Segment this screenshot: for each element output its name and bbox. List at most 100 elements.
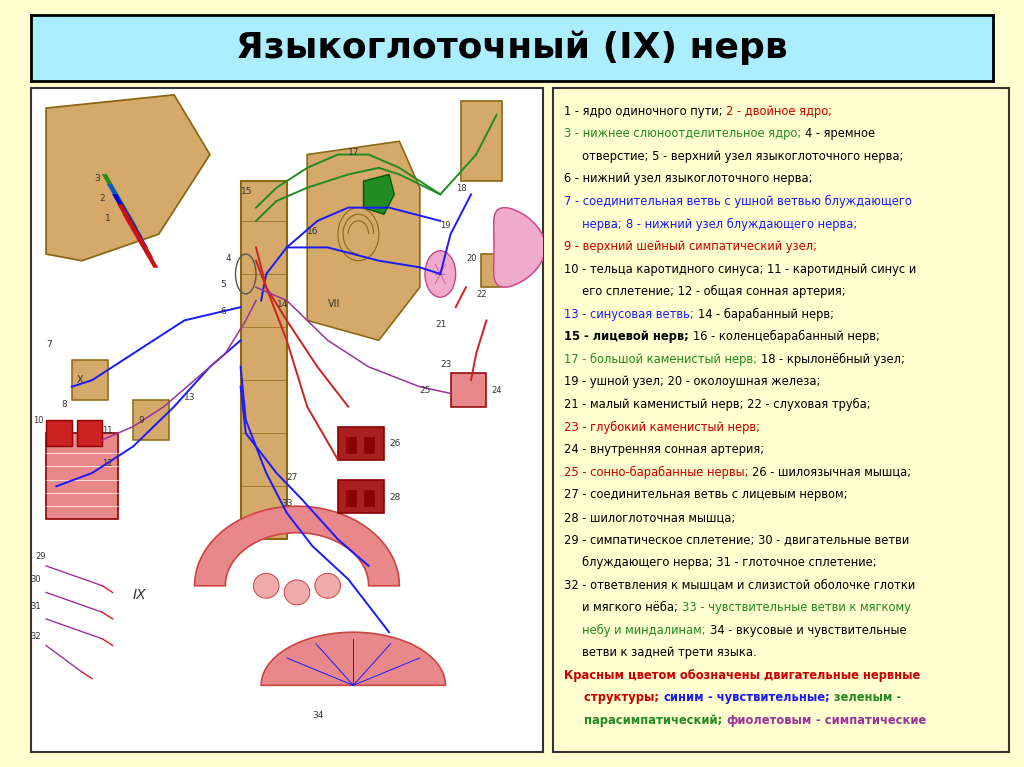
Text: 14 - барабанный нерв;: 14 - барабанный нерв;: [697, 308, 834, 321]
Text: 13 - синусовая ветвь;: 13 - синусовая ветвь;: [564, 308, 697, 321]
Text: 7: 7: [46, 340, 52, 349]
Polygon shape: [241, 181, 287, 539]
Ellipse shape: [314, 574, 340, 598]
Text: 34: 34: [312, 712, 324, 720]
Text: Языкоглоточный (IX) нерв: Языкоглоточный (IX) нерв: [237, 31, 787, 65]
Text: 7 - соединительная ветвь с ушной ветвью блуждающего: 7 - соединительная ветвь с ушной ветвью …: [564, 195, 912, 208]
Text: 2 - двойное ядро;: 2 - двойное ядро;: [726, 105, 833, 118]
Text: 6 - нижний узел языкоглоточного нерва;: 6 - нижний узел языкоглоточного нерва;: [564, 173, 813, 186]
Polygon shape: [46, 420, 72, 446]
Text: 8: 8: [61, 400, 68, 409]
Polygon shape: [307, 141, 420, 341]
Text: 30: 30: [31, 575, 41, 584]
Text: 3: 3: [94, 174, 100, 183]
Text: небу и миндалинам;: небу и миндалинам;: [564, 624, 710, 637]
Polygon shape: [108, 184, 142, 238]
Text: 24: 24: [492, 387, 502, 396]
Text: зеленым -: зеленым -: [834, 691, 901, 704]
Text: 18: 18: [456, 184, 466, 193]
Polygon shape: [261, 632, 445, 686]
Text: 9 - верхний шейный симпатический узел;: 9 - верхний шейный симпатический узел;: [564, 240, 817, 253]
Text: блуждающего нерва; 31 - глоточное сплетение;: блуждающего нерва; 31 - глоточное сплете…: [564, 556, 877, 569]
Text: 5: 5: [220, 280, 226, 289]
Text: 18 - крылонёбный узел;: 18 - крылонёбный узел;: [761, 353, 905, 366]
Polygon shape: [133, 400, 169, 439]
Polygon shape: [118, 204, 153, 258]
Text: 22: 22: [476, 290, 486, 299]
Polygon shape: [195, 506, 399, 586]
Text: парасимпатический;: парасимпатический;: [564, 714, 727, 727]
Text: 17 - большой каменистый нерв;: 17 - большой каменистый нерв;: [564, 353, 761, 366]
Text: 19: 19: [440, 221, 451, 229]
Text: 23: 23: [440, 360, 452, 369]
Text: ветви к задней трети языка.: ветви к задней трети языка.: [564, 646, 757, 659]
Polygon shape: [451, 374, 486, 407]
Text: 16 - коленцебарабанный нерв;: 16 - коленцебарабанный нерв;: [693, 331, 880, 344]
Text: - симпатические: - симпатические: [812, 714, 927, 727]
Text: 19 - ушной узел; 20 - околоушная железа;: 19 - ушной узел; 20 - околоушная железа;: [564, 376, 820, 388]
Text: структуры;: структуры;: [564, 691, 664, 704]
Text: 9: 9: [138, 416, 144, 425]
Text: 8 - нижний узел блуждающего нерва;: 8 - нижний узел блуждающего нерва;: [626, 218, 857, 231]
Text: 2: 2: [100, 194, 105, 203]
Text: фиолетовым: фиолетовым: [727, 714, 812, 727]
Text: 21: 21: [435, 320, 446, 329]
Text: 31: 31: [31, 602, 41, 611]
Polygon shape: [123, 214, 158, 268]
Text: 32 - ответвления к мышцам и слизистой оболочке глотки: 32 - ответвления к мышцам и слизистой об…: [564, 578, 915, 591]
Polygon shape: [338, 426, 384, 459]
Polygon shape: [346, 489, 356, 506]
Text: 1: 1: [104, 214, 111, 223]
Text: 24 - внутренняя сонная артерия;: 24 - внутренняя сонная артерия;: [564, 443, 765, 456]
Text: 29: 29: [36, 552, 46, 561]
Text: 10 - тельца каротидного синуса; 11 - каротидный синус и: 10 - тельца каротидного синуса; 11 - кар…: [564, 262, 916, 275]
Text: 4: 4: [225, 254, 230, 263]
Text: отверстие; 5 - верхний узел языкоглоточного нерва;: отверстие; 5 - верхний узел языкоглоточн…: [564, 150, 904, 163]
Polygon shape: [338, 479, 384, 513]
Text: 3 - нижнее слюноотделительное ядро;: 3 - нижнее слюноотделительное ядро;: [564, 127, 805, 140]
Text: 27: 27: [287, 472, 298, 482]
Text: VII: VII: [328, 299, 340, 309]
Text: 33: 33: [282, 499, 293, 509]
Polygon shape: [364, 436, 374, 453]
Text: 28 - шилоглоточная мышца;: 28 - шилоглоточная мышца;: [564, 511, 735, 524]
Text: 32: 32: [31, 632, 41, 641]
Text: 4 - яремное: 4 - яремное: [805, 127, 876, 140]
Polygon shape: [481, 254, 507, 288]
Text: 6: 6: [220, 307, 226, 316]
Text: 15: 15: [241, 187, 252, 196]
Polygon shape: [46, 95, 210, 261]
Text: 20: 20: [466, 254, 476, 263]
Text: 29 - симпатическое сплетение; 30 - двигательные ветви: 29 - симпатическое сплетение; 30 - двига…: [564, 533, 909, 546]
Polygon shape: [364, 489, 374, 506]
Text: 33 - чувствительные ветви к мягкому: 33 - чувствительные ветви к мягкому: [682, 601, 910, 614]
Polygon shape: [102, 174, 137, 228]
Text: 15 - лицевой нерв;: 15 - лицевой нерв;: [564, 331, 693, 344]
Polygon shape: [46, 433, 118, 519]
Text: 23 - глубокий каменистый нерв;: 23 - глубокий каменистый нерв;: [564, 420, 761, 433]
Text: 25: 25: [420, 387, 431, 396]
Polygon shape: [72, 360, 108, 400]
Text: 17: 17: [348, 147, 359, 156]
Text: Красным цветом обозначены двигательные нервные: Красным цветом обозначены двигательные н…: [564, 669, 921, 682]
Text: 26 - шилоязычная мышца;: 26 - шилоязычная мышца;: [753, 466, 911, 479]
Text: нерва;: нерва;: [564, 218, 626, 231]
Text: 34 - вкусовые и чувствительные: 34 - вкусовые и чувствительные: [710, 624, 906, 637]
Polygon shape: [364, 174, 394, 214]
Polygon shape: [77, 420, 102, 446]
Text: 14: 14: [276, 300, 288, 309]
Text: 21 - малый каменистый нерв; 22 - слуховая труба;: 21 - малый каменистый нерв; 22 - слухова…: [564, 398, 871, 411]
Text: 25 - сонно-барабанные нервы;: 25 - сонно-барабанные нервы;: [564, 466, 753, 479]
Text: 27 - соединительная ветвь с лицевым нервом;: 27 - соединительная ветвь с лицевым нерв…: [564, 489, 848, 502]
Text: 28: 28: [389, 492, 400, 502]
Text: 16: 16: [307, 227, 318, 236]
Polygon shape: [113, 194, 147, 248]
Ellipse shape: [254, 574, 279, 598]
Polygon shape: [461, 101, 502, 181]
Text: - чувствительные;: - чувствительные;: [703, 691, 834, 704]
Polygon shape: [494, 208, 546, 287]
Text: 13: 13: [184, 393, 196, 402]
Text: 10: 10: [33, 416, 44, 425]
Text: синим: синим: [664, 691, 703, 704]
Text: и мягкого нёба;: и мягкого нёба;: [564, 601, 682, 614]
